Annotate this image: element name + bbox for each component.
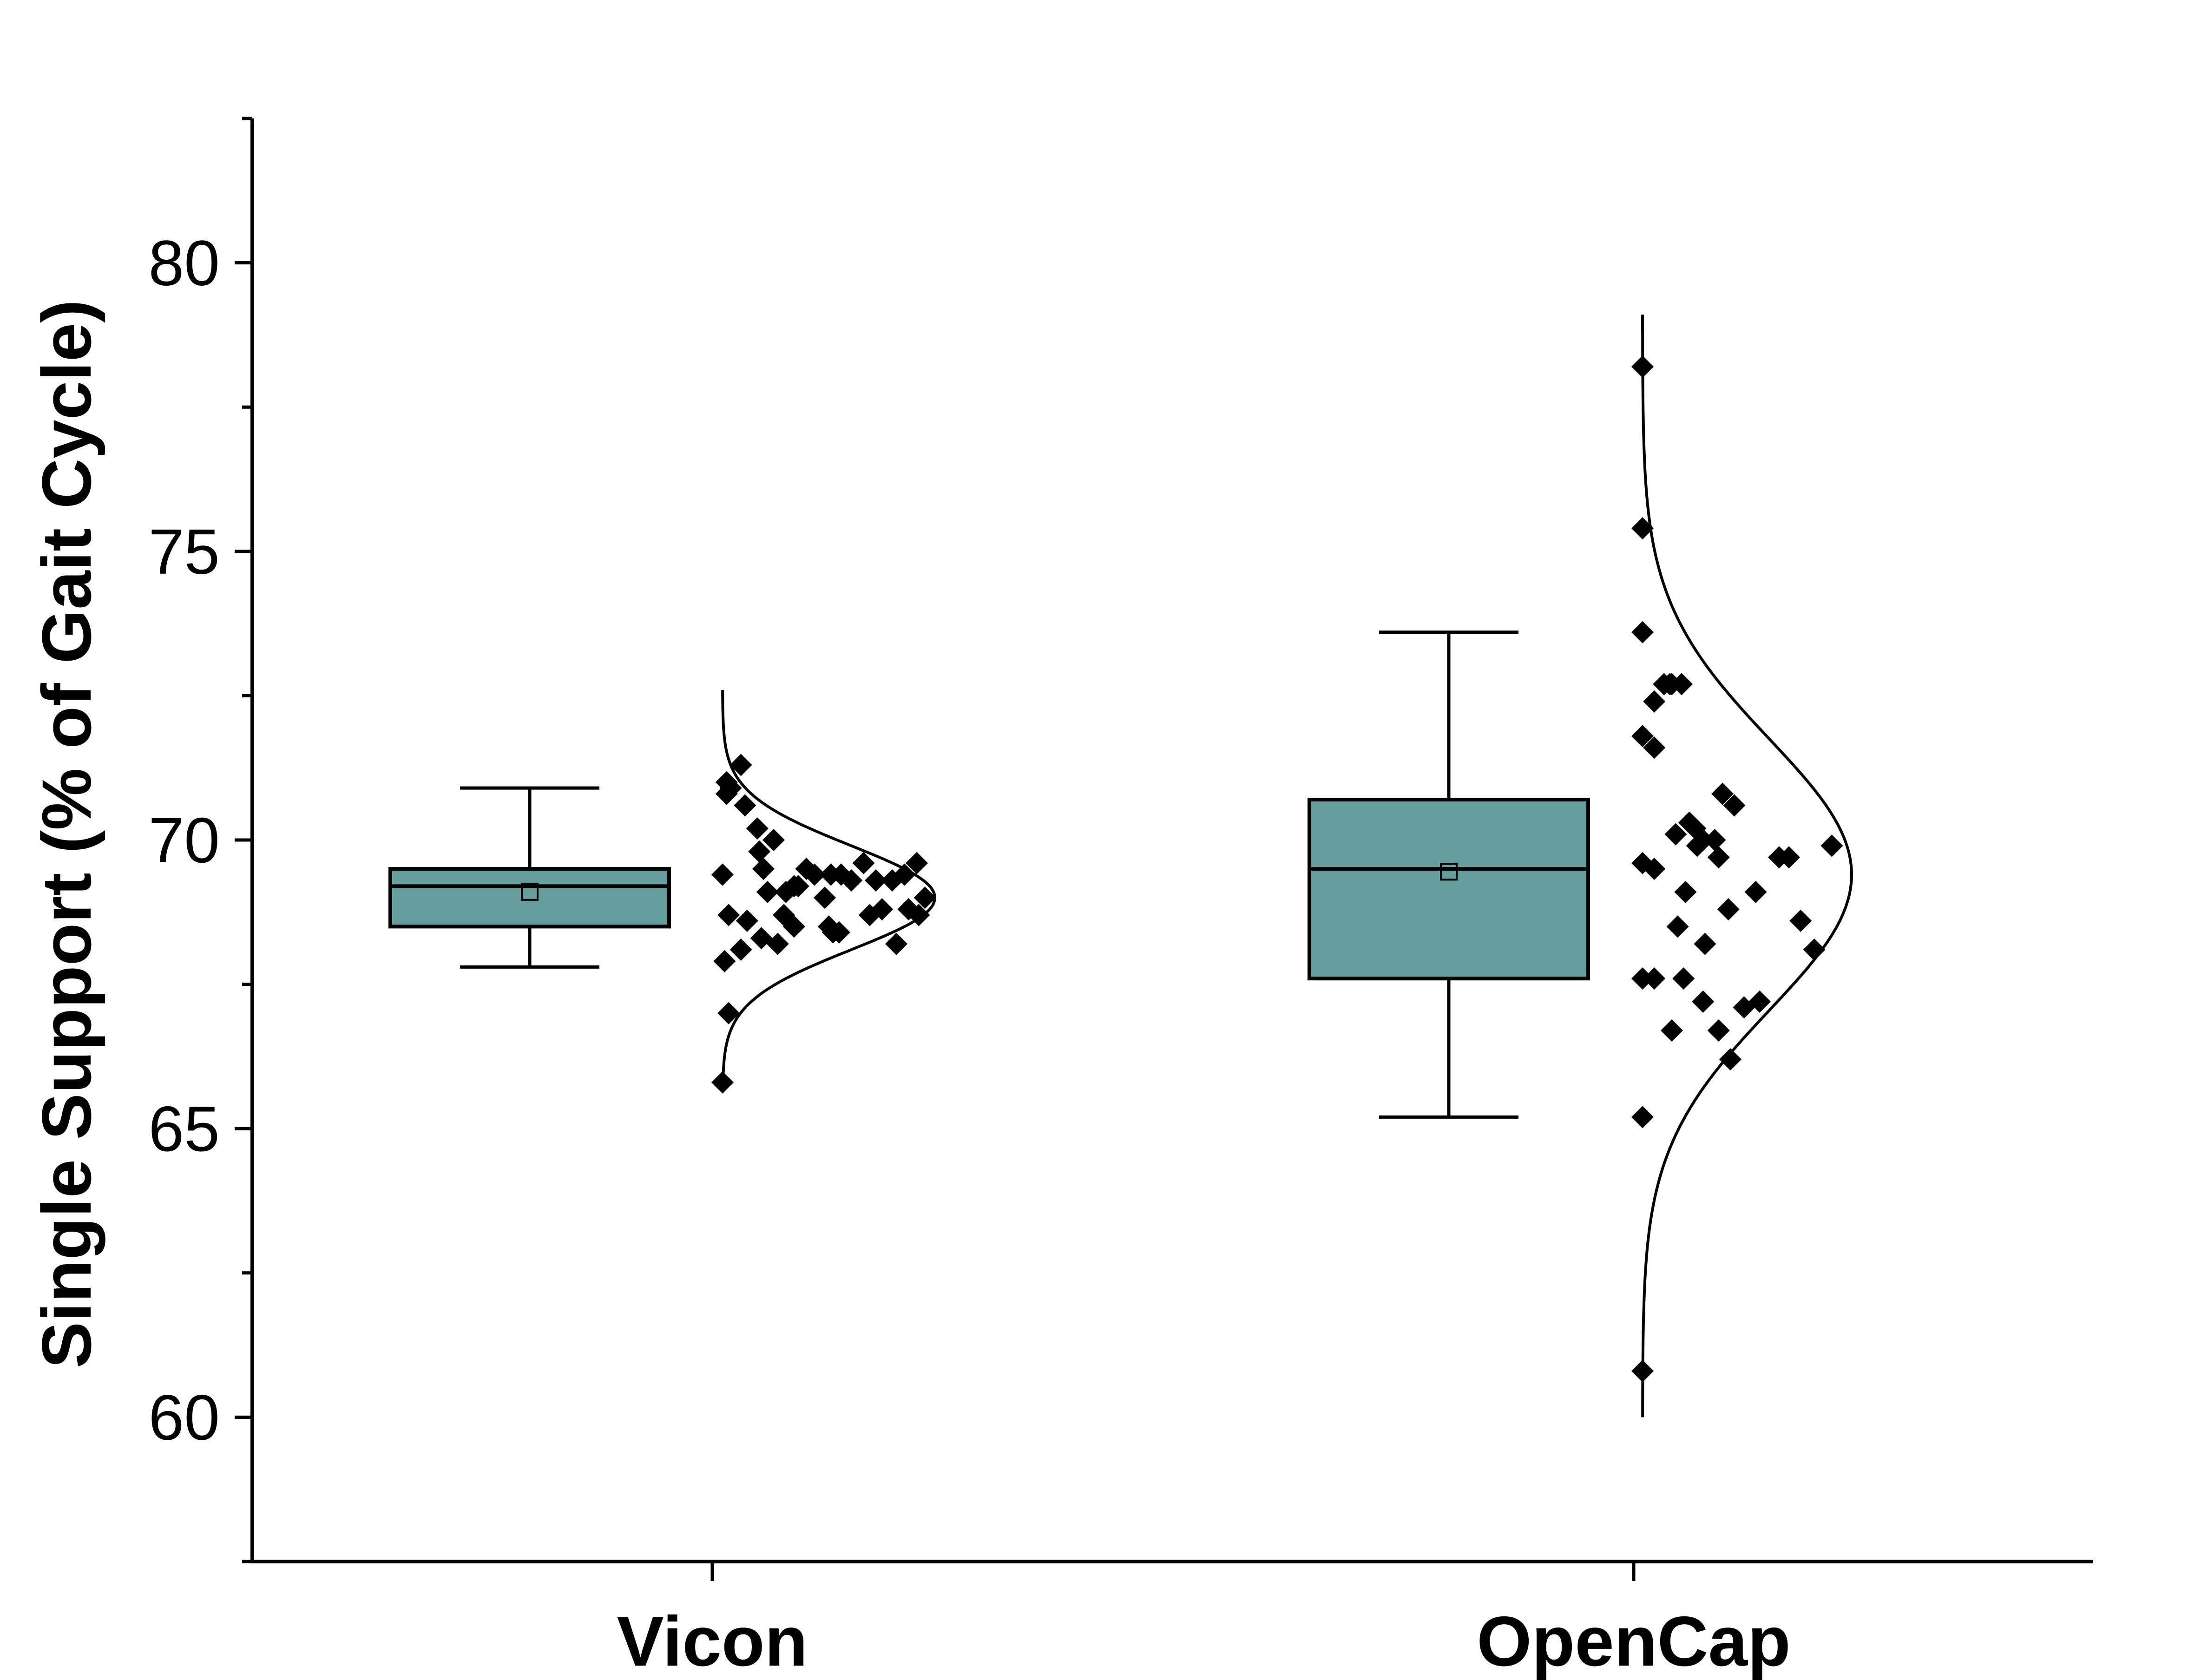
- data-point: [840, 869, 863, 892]
- data-point: [1717, 898, 1740, 921]
- data-point: [1789, 909, 1812, 932]
- y-tick-label: 60: [149, 1382, 220, 1453]
- data-point: [803, 863, 826, 886]
- x-tick-label: OpenCap: [1477, 1602, 1791, 1680]
- data-point: [1820, 834, 1843, 857]
- data-point: [748, 840, 771, 863]
- data-point: [1643, 967, 1666, 990]
- data-points: [711, 355, 1843, 1383]
- data-point: [1692, 990, 1715, 1013]
- data-point: [752, 858, 775, 880]
- box-plots: [388, 630, 1590, 1119]
- data-point: [1643, 858, 1666, 880]
- data-point: [717, 904, 740, 926]
- labels: Single Support (% of Gait Cycle): [27, 300, 105, 1368]
- axes: 60 65 70 75 80 Vicon OpenCap: [149, 117, 2093, 1680]
- data-point: [766, 932, 789, 955]
- data-point: [893, 863, 916, 886]
- data-point: [734, 794, 756, 817]
- mean-marker: [521, 883, 539, 901]
- y-tick-label: 65: [149, 1093, 220, 1165]
- data-point: [852, 852, 875, 874]
- data-point: [1719, 1048, 1742, 1071]
- data-point: [719, 777, 742, 800]
- data-point: [1686, 834, 1709, 857]
- data-point: [711, 1071, 734, 1094]
- data-point: [1631, 355, 1654, 378]
- data-point: [729, 938, 752, 961]
- normal-curve-vicon: [721, 690, 937, 1083]
- data-point: [1723, 794, 1746, 817]
- data-point: [1803, 938, 1826, 961]
- data-point: [1661, 1019, 1683, 1042]
- data-point: [1643, 690, 1666, 713]
- data-point: [1643, 736, 1666, 759]
- data-point: [783, 915, 805, 938]
- distribution-curves: [721, 315, 1853, 1418]
- data-point: [1744, 880, 1767, 903]
- box-plot-vicon: [388, 786, 671, 969]
- normal-curve-opencap: [1641, 315, 1853, 1418]
- data-point: [1707, 1019, 1730, 1042]
- data-point: [1672, 967, 1695, 990]
- data-point: [1670, 673, 1693, 696]
- mean-marker: [1440, 863, 1458, 881]
- data-point: [906, 852, 928, 874]
- box: [388, 867, 671, 929]
- data-point: [871, 898, 894, 921]
- data-point: [1666, 915, 1689, 938]
- data-point: [885, 932, 907, 955]
- data-point: [907, 904, 930, 926]
- data-point: [717, 1002, 740, 1024]
- data-point: [865, 869, 887, 892]
- y-tick-label: 80: [149, 228, 220, 299]
- y-tick-label: 75: [149, 516, 220, 588]
- data-point: [1707, 846, 1730, 869]
- y-axis-label: Single Support (% of Gait Cycle): [27, 300, 105, 1368]
- data-point: [1631, 517, 1654, 540]
- data-point: [1674, 880, 1697, 903]
- data-point: [729, 754, 752, 776]
- data-point: [1631, 1360, 1654, 1383]
- data-point: [762, 829, 785, 851]
- data-point: [711, 863, 734, 886]
- data-point: [1664, 823, 1687, 846]
- x-tick-label: Vicon: [617, 1602, 808, 1680]
- data-point: [1711, 782, 1734, 805]
- data-point: [736, 909, 758, 932]
- data-point: [775, 880, 797, 903]
- data-point: [1748, 990, 1771, 1013]
- data-point: [756, 880, 779, 903]
- data-point: [1631, 725, 1654, 748]
- box: [1308, 798, 1590, 981]
- data-point: [1631, 967, 1654, 990]
- data-point: [1778, 846, 1800, 869]
- data-point: [913, 886, 936, 909]
- data-point: [1694, 932, 1716, 955]
- data-point: [1703, 829, 1726, 851]
- data-point: [828, 921, 850, 944]
- data-point: [1631, 1106, 1654, 1129]
- box-plot-opencap: [1308, 630, 1590, 1119]
- data-point: [1631, 621, 1654, 643]
- data-point: [713, 950, 736, 972]
- data-point: [814, 886, 836, 909]
- y-tick-label: 70: [149, 805, 220, 876]
- data-point: [746, 817, 769, 840]
